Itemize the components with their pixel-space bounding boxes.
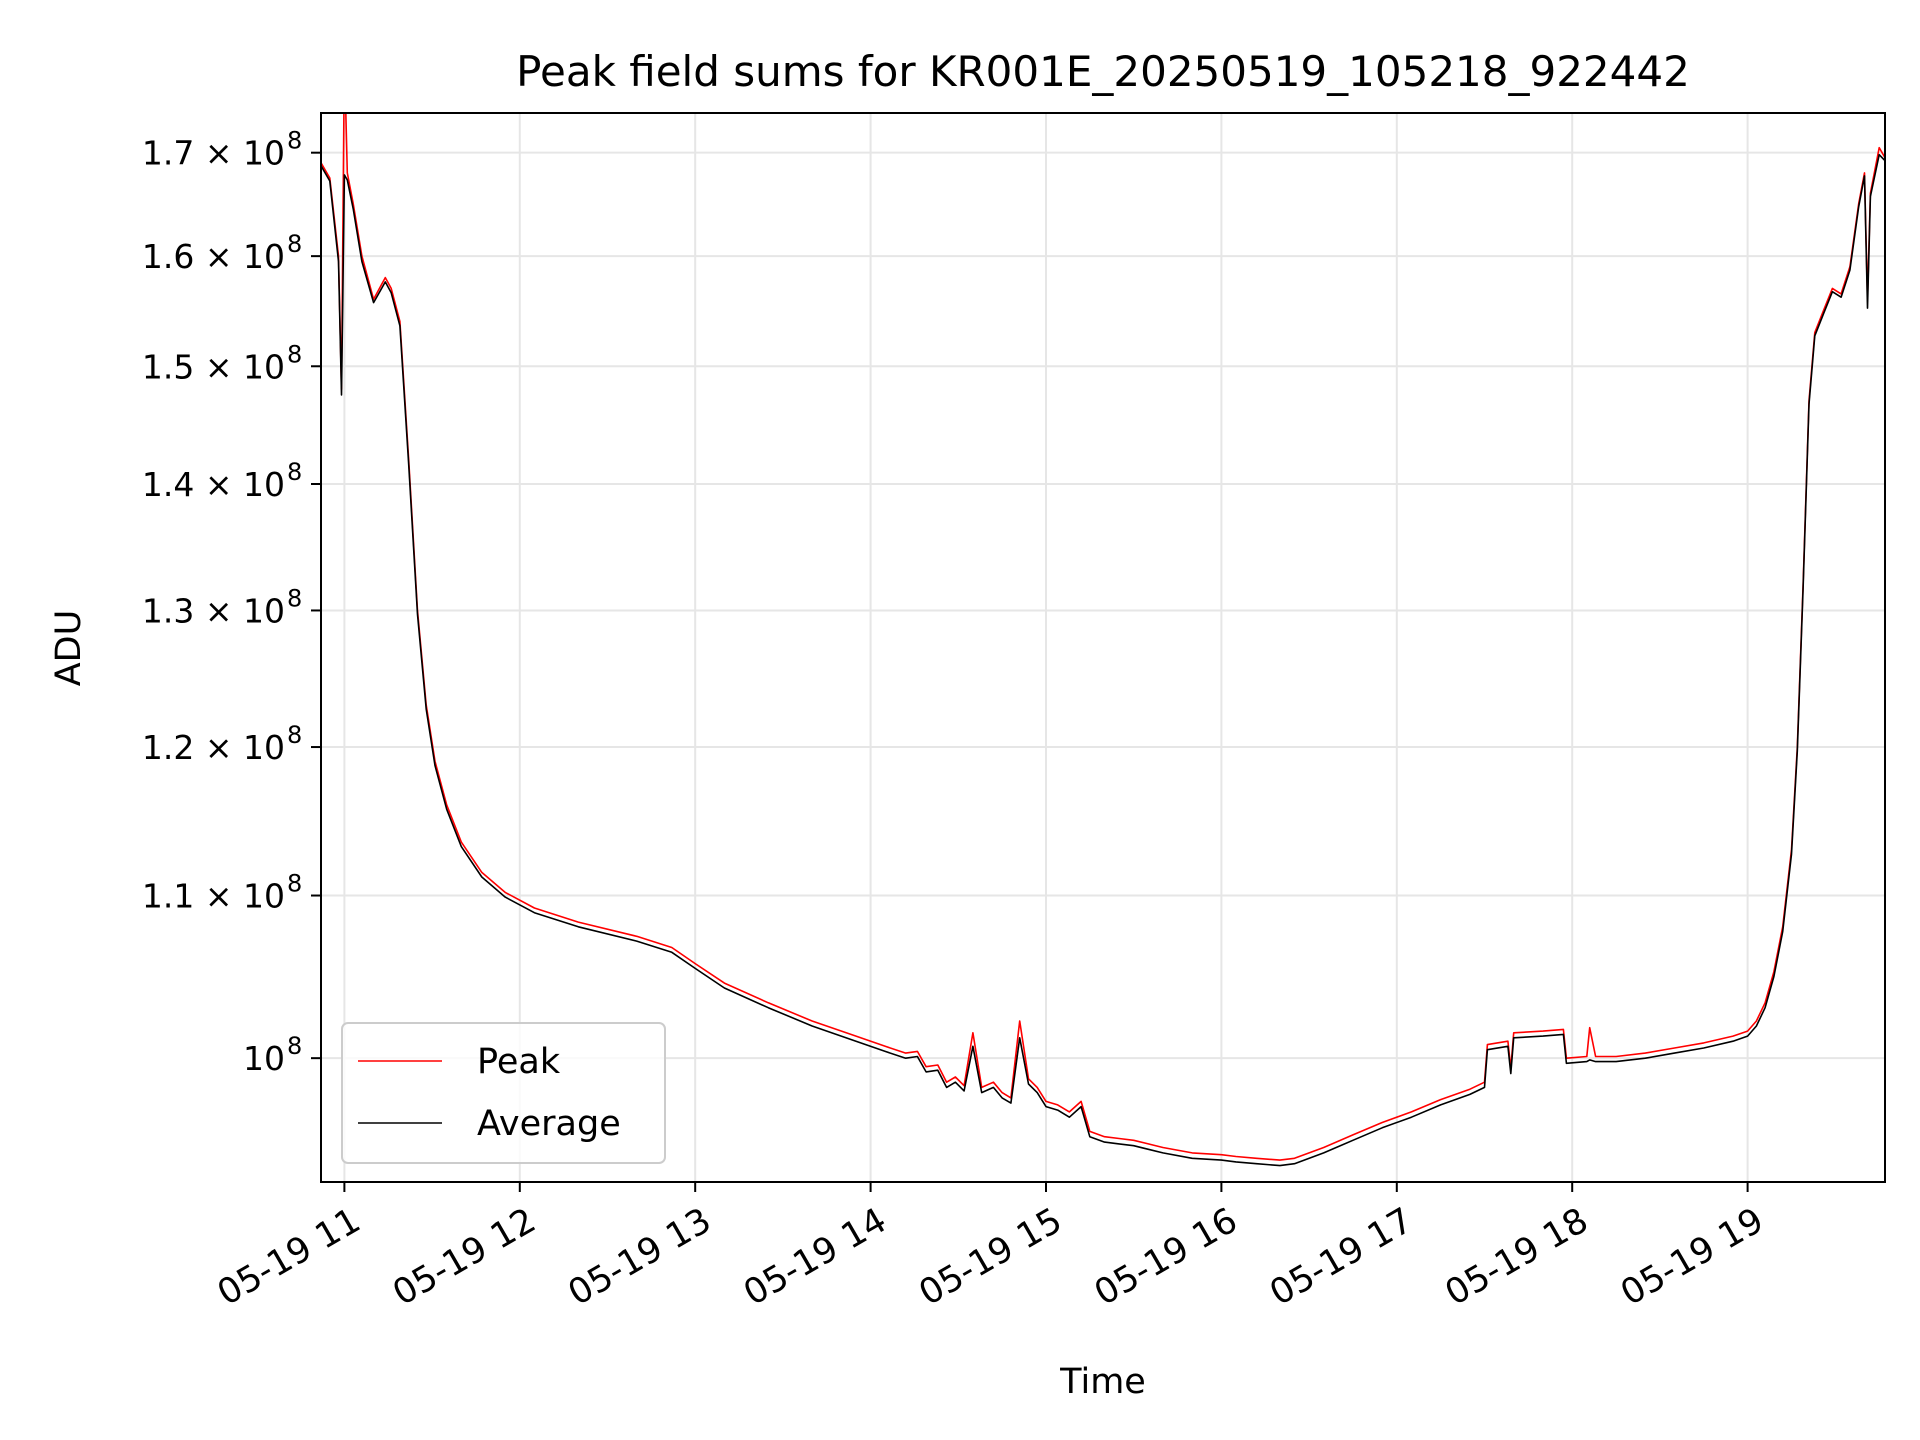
y-tick-label: 1.2 × 10 8 [142,721,302,767]
plot-area [321,113,1885,1182]
y-tick-times: × [194,347,243,386]
y-tick-exponent: 8 [287,721,302,749]
y-tick-exponent: 8 [287,870,302,898]
y-tick-mantissa: 1.4 [142,465,194,504]
y-tick-base: 10 [243,877,285,916]
legend-label-average: Average [477,1104,621,1144]
y-tick-mantissa: 1.1 [142,877,194,916]
legend-label-peak: Peak [477,1042,561,1082]
y-tick-times: × [194,728,243,767]
y-tick-base: 10 [243,1039,285,1078]
y-tick-base: 10 [243,134,285,173]
y-tick-label-text: 10 [243,1039,285,1078]
y-tick-exponent: 8 [287,230,302,258]
y-tick-times: × [194,877,243,916]
y-tick-label: 1.5 × 10 8 [142,340,302,386]
y-tick-label: 1.3 × 10 8 [142,584,302,630]
legend-box [341,1022,666,1164]
y-tick-base: 10 [243,237,285,276]
chart-title: Peak field sums for KR001E_20250519_1052… [516,47,1690,96]
y-tick-label-text: 1.2 × 10 [142,728,285,767]
y-axis-ticks: 10 81.1 × 10 81.2 × 10 81.3 × 10 81.4 × 10 81… [142,127,321,1078]
y-tick-times: × [194,134,243,173]
y-tick-mantissa: 1.2 [142,728,194,767]
y-tick-label: 10 8 [243,1032,302,1078]
y-tick-exponent: 8 [287,127,302,155]
y-tick-mantissa: 1.7 [142,134,194,173]
series-line-average [321,153,1885,1167]
y-tick-label-text: 1.3 × 10 [142,591,285,630]
series-layer [321,113,1885,1167]
y-tick-times: × [194,465,243,504]
y-tick-exponent: 8 [287,584,302,612]
y-axis-label: ADU [49,610,89,687]
y-tick-label-text: 1.5 × 10 [142,347,285,386]
y-tick-label: 1.7 × 10 8 [142,127,302,173]
y-tick-label-text: 1.1 × 10 [142,877,285,916]
y-tick-mantissa: 1.3 [142,591,194,630]
y-tick-label: 1.4 × 10 8 [142,458,302,504]
y-tick-times: × [194,591,243,630]
y-tick-mantissa: 1.5 [142,347,194,386]
y-tick-mantissa: 1.6 [142,237,194,276]
y-tick-times: × [194,237,243,276]
axes-frame [320,112,1886,1183]
y-tick-base: 10 [243,728,285,767]
series-line-peak [321,113,1885,1161]
y-tick-label: 1.6 × 10 8 [142,230,302,276]
x-axis-label: Time [1059,1362,1146,1402]
y-tick-base: 10 [243,347,285,386]
y-tick-label-text: 1.4 × 10 [142,465,285,504]
y-tick-label: 1.1 × 10 8 [142,870,302,916]
y-tick-base: 10 [243,465,285,504]
legend: Peak Average [341,1022,666,1164]
y-tick-base: 10 [243,591,285,630]
y-tick-exponent: 8 [287,340,302,368]
y-tick-exponent: 8 [287,458,302,486]
y-tick-label-text: 1.7 × 10 [142,134,285,173]
grid [321,113,1885,1182]
y-tick-label-text: 1.6 × 10 [142,237,285,276]
y-tick-exponent: 8 [287,1032,302,1060]
